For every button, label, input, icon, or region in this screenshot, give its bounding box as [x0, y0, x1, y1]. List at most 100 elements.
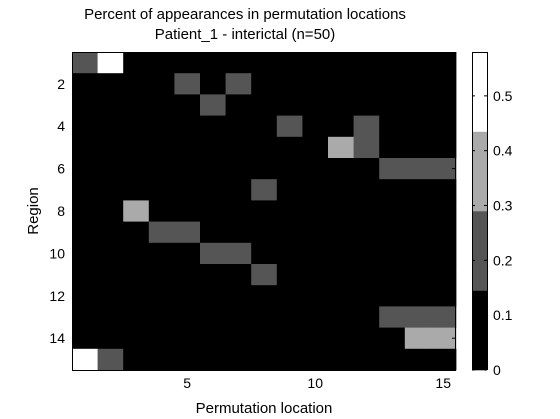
heatmap-cell [302, 348, 329, 371]
heatmap-cell [225, 348, 252, 371]
heatmap-cell [123, 115, 150, 138]
heatmap-cell [225, 136, 252, 159]
heatmap-cell [123, 264, 150, 286]
heatmap-cell [123, 200, 150, 222]
heatmap-cell [148, 136, 175, 159]
heatmap-cell [72, 242, 98, 265]
heatmap-cell [328, 73, 354, 95]
heatmap-cell [404, 221, 431, 244]
heatmap-cell [97, 264, 124, 286]
colorbar-tick-label: 0.1 [493, 307, 513, 323]
heatmap-cell [276, 221, 303, 244]
heatmap-cell [225, 115, 252, 138]
heatmap-cell [302, 200, 329, 222]
heatmap-cell [328, 285, 354, 307]
heatmap-cell [200, 264, 226, 286]
heatmap-cell [200, 221, 226, 244]
heatmap-cell [379, 136, 406, 159]
heatmap-cell [404, 200, 431, 222]
heatmap-cell [276, 306, 303, 328]
heatmap-cell [123, 158, 150, 180]
y-axis-label: Region [25, 187, 42, 235]
heatmap-cells [72, 52, 457, 371]
heatmap-cell [379, 221, 406, 244]
heatmap-cell [174, 73, 201, 95]
heatmap-cell [302, 264, 329, 286]
heatmap-cell [353, 200, 380, 222]
heatmap-cell [97, 115, 124, 138]
heatmap-cell [72, 200, 98, 222]
heatmap-cell [123, 94, 150, 116]
heatmap-cell [72, 285, 98, 307]
heatmap-cell [302, 52, 329, 74]
heatmap-cell [276, 264, 303, 286]
heatmap-cell [174, 264, 201, 286]
heatmap-cell [148, 94, 175, 116]
heatmap-cell [123, 242, 150, 265]
heatmap-cell [200, 306, 226, 328]
heatmap-cell [251, 285, 278, 307]
heatmap-cell [174, 136, 201, 159]
heatmap-cell [200, 136, 226, 159]
heatmap-cell [430, 73, 457, 95]
heatmap-cell [97, 200, 124, 222]
heatmap-cell [148, 221, 175, 244]
x-axis-label: Permutation location [196, 400, 333, 417]
heatmap-cell [302, 73, 329, 95]
heatmap-cell [379, 285, 406, 307]
y-axis-ticks: 2 4 6 8 10 12 14 [49, 76, 456, 346]
heatmap-cell [404, 158, 431, 180]
heatmap-cell [72, 73, 98, 95]
heatmap-cell [379, 242, 406, 265]
colorbar-tick-label: 0 [493, 362, 501, 378]
x-tick-label: 5 [183, 375, 191, 391]
heatmap-cell [72, 94, 98, 116]
colorbar: 0 0.1 0.2 0.3 0.4 0.5 [472, 52, 513, 378]
heatmap-cell [276, 158, 303, 180]
heatmap-cell [430, 327, 457, 350]
heatmap-cell [225, 285, 252, 307]
heatmap-cell [379, 179, 406, 201]
colorbar-tick-label: 0.2 [493, 252, 513, 268]
heatmap-cell [174, 285, 201, 307]
heatmap-cell [251, 179, 278, 201]
heatmap-cell [174, 52, 201, 74]
heatmap-cell [148, 264, 175, 286]
heatmap-cell [174, 200, 201, 222]
heatmap-cell [251, 115, 278, 138]
heatmap-cell [328, 115, 354, 138]
heatmap-cell [328, 327, 354, 350]
heatmap-cell [430, 158, 457, 180]
heatmap-cell [404, 264, 431, 286]
heatmap-cell [174, 348, 201, 371]
heatmap-cell [302, 306, 329, 328]
heatmap-cell [225, 306, 252, 328]
heatmap-cell [148, 242, 175, 265]
heatmap-cell [251, 327, 278, 350]
heatmap-cell [174, 94, 201, 116]
heatmap-cell [200, 327, 226, 350]
heatmap-cell [379, 94, 406, 116]
heatmap-cell [353, 242, 380, 265]
heatmap-cell [97, 327, 124, 350]
heatmap-cell [97, 136, 124, 159]
heatmap-cell [353, 221, 380, 244]
heatmap-cell [276, 52, 303, 74]
heatmap-cell [200, 348, 226, 371]
heatmap-cell [174, 158, 201, 180]
heatmap-cell [148, 115, 175, 138]
heatmap-cell [97, 179, 124, 201]
heatmap-cell [276, 348, 303, 371]
heatmap-cell [430, 200, 457, 222]
heatmap-cell [97, 158, 124, 180]
colorbar-frame [472, 52, 488, 370]
heatmap-cell [123, 285, 150, 307]
heatmap-cell [225, 327, 252, 350]
heatmap-cell [430, 136, 457, 159]
colorbar-tick-label: 0.3 [493, 198, 513, 214]
heatmap-cell [404, 73, 431, 95]
heatmap-cell [123, 73, 150, 95]
heatmap-cell [328, 136, 354, 159]
heatmap-cell [72, 158, 98, 180]
